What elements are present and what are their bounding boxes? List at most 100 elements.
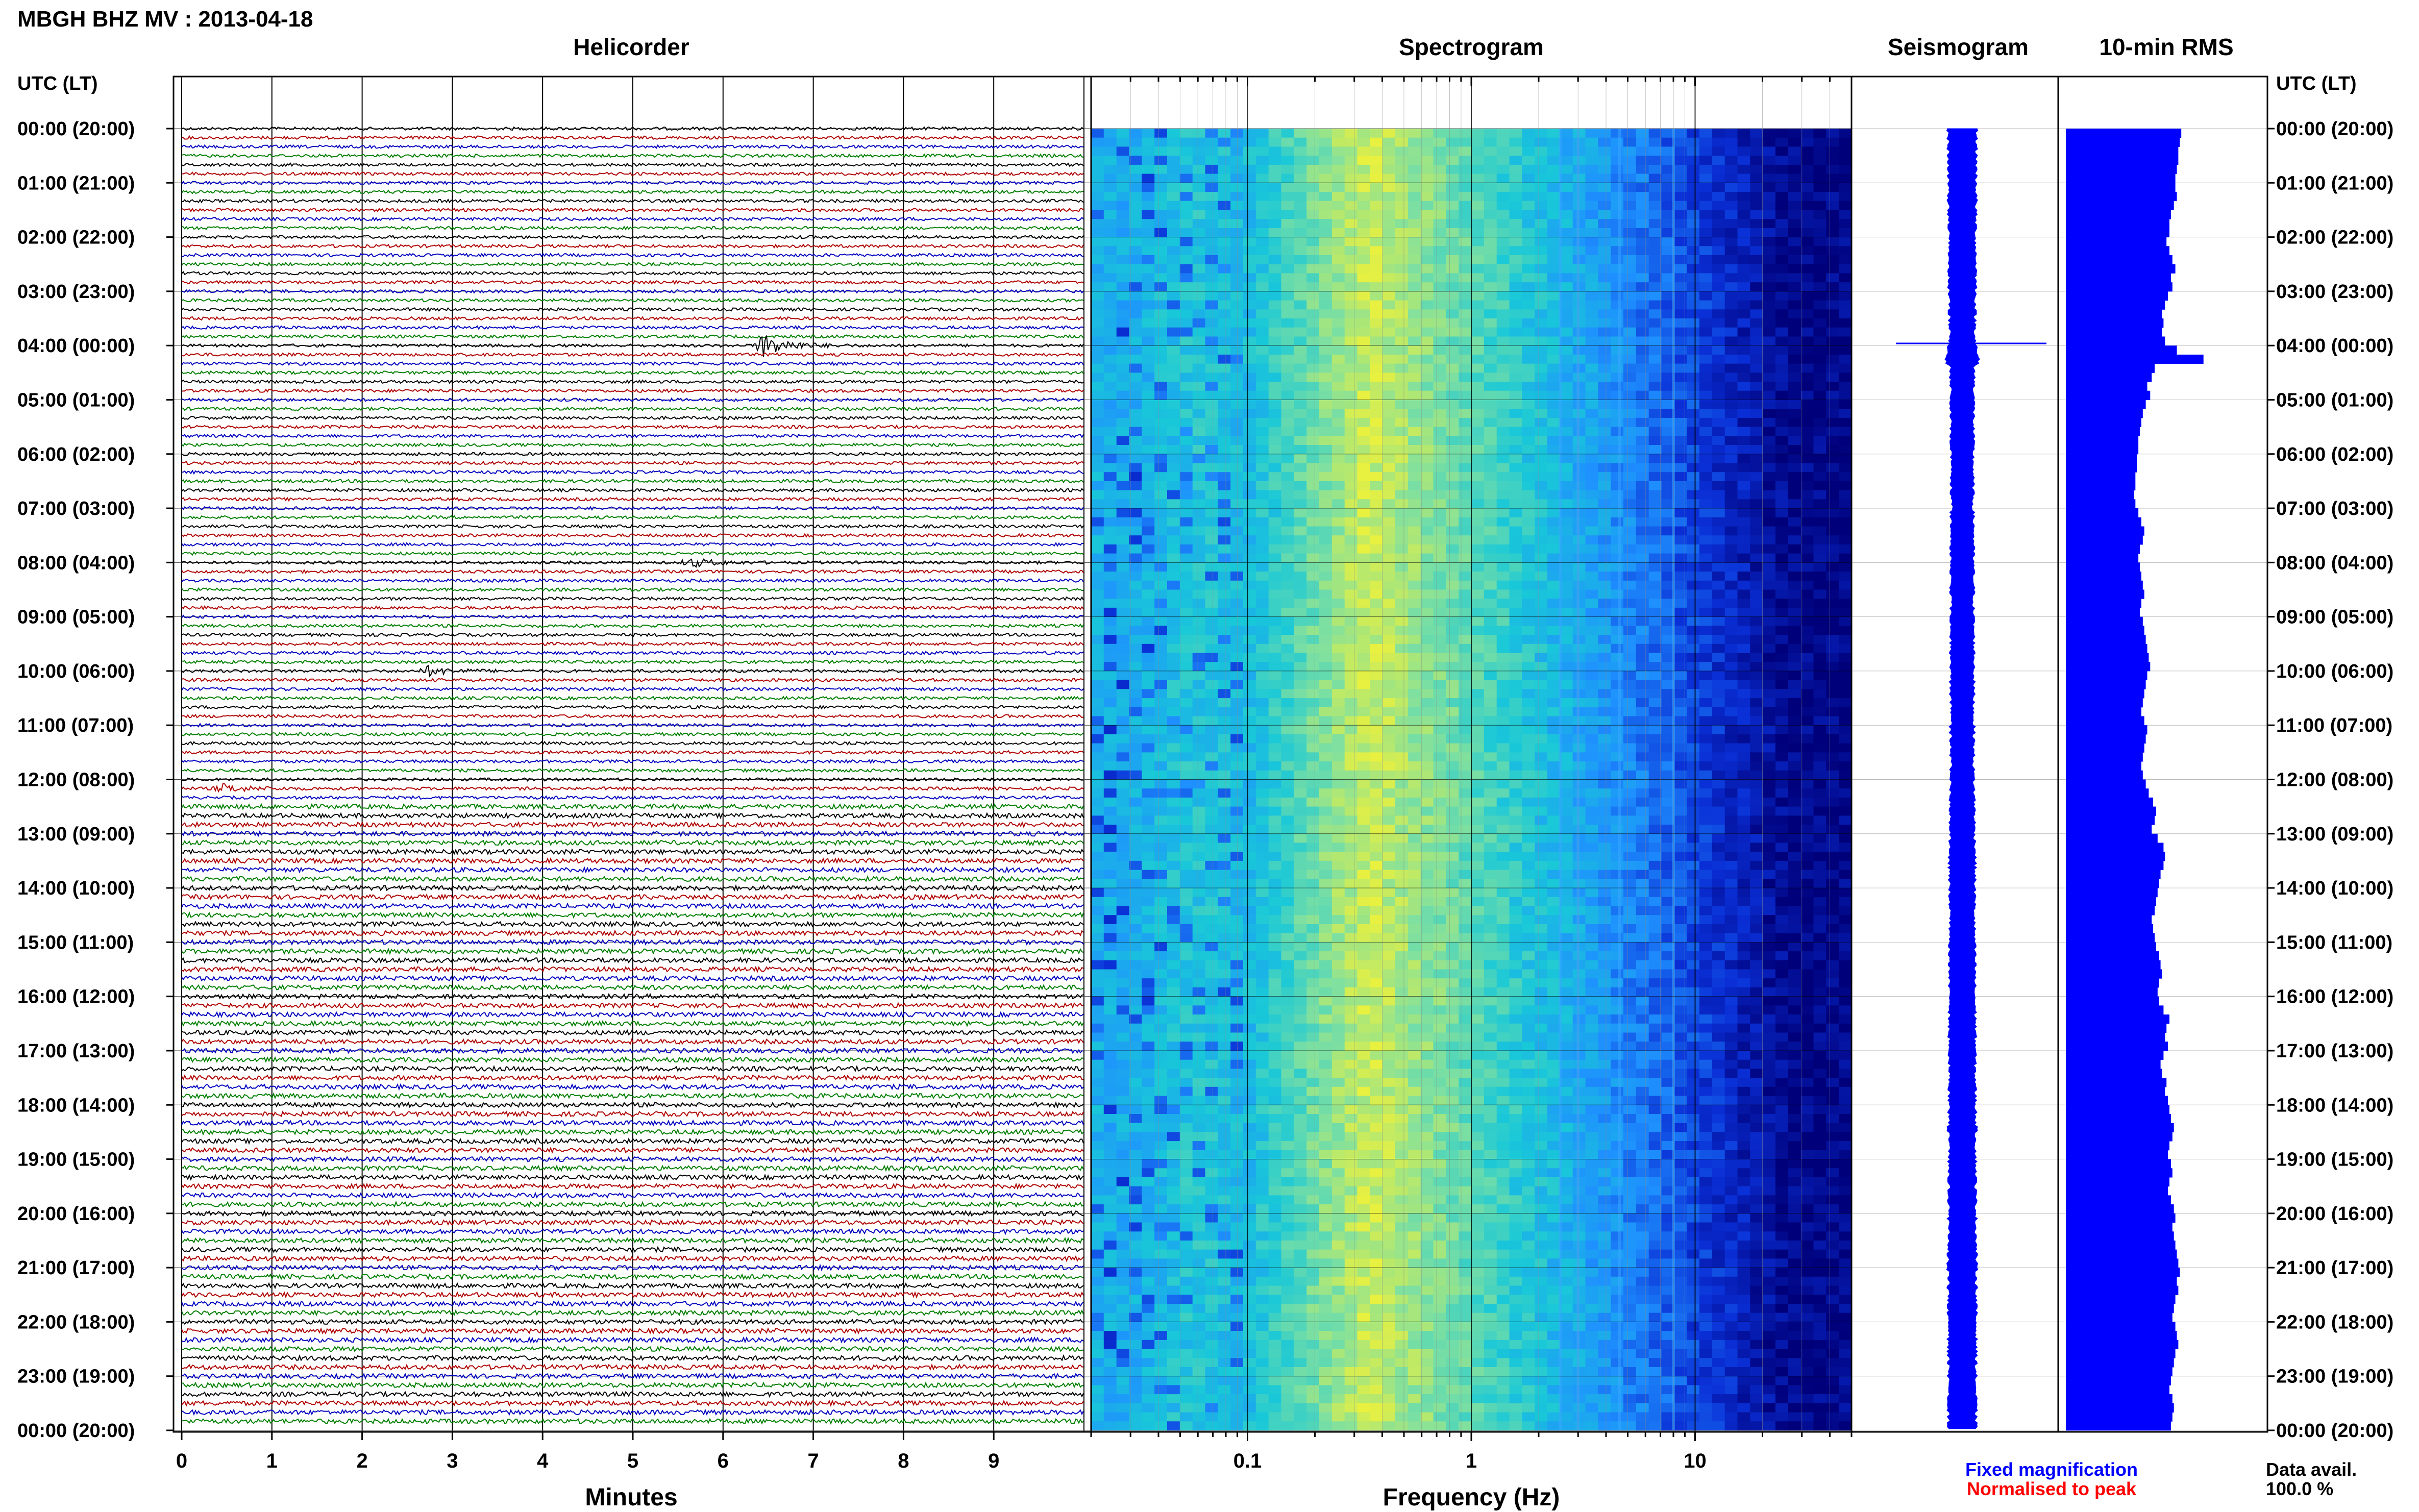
spectrogram-cell bbox=[1243, 499, 1256, 509]
spectrogram-cell bbox=[1129, 607, 1142, 617]
spectrogram-cell bbox=[1268, 228, 1282, 238]
spectrogram-cell bbox=[1255, 192, 1269, 202]
spectrogram-cell bbox=[1459, 616, 1472, 626]
spectrogram-cell bbox=[1331, 345, 1345, 355]
spectrogram-cell bbox=[1192, 643, 1206, 654]
spectrogram-cell bbox=[1129, 626, 1142, 635]
spectrogram-cell bbox=[1408, 1285, 1421, 1295]
spectrogram-cell bbox=[1129, 1340, 1142, 1350]
spectrogram-cell bbox=[1281, 499, 1294, 509]
spectrogram-cell bbox=[1091, 572, 1104, 581]
spectrogram-cell bbox=[1205, 427, 1218, 436]
spectrogram-cell bbox=[1344, 616, 1358, 626]
spectrogram-cell bbox=[1522, 427, 1535, 436]
spectrogram-cell bbox=[1142, 255, 1155, 265]
spectrogram-cell bbox=[1230, 1349, 1244, 1358]
spectrogram-cell bbox=[1205, 860, 1218, 871]
spectrogram-cell bbox=[1091, 1186, 1104, 1196]
spectrogram-cell bbox=[1294, 526, 1307, 536]
spectrogram-cell bbox=[1142, 860, 1155, 871]
spectrogram-cell bbox=[1509, 481, 1522, 491]
spectrogram-cell bbox=[1116, 1123, 1130, 1132]
spectrogram-cell bbox=[1255, 897, 1269, 907]
spectrogram-cell bbox=[1218, 1241, 1231, 1250]
spectrogram-cell bbox=[1306, 336, 1320, 346]
spectrogram-cell bbox=[1370, 1421, 1383, 1431]
spectrogram-cell bbox=[1230, 1258, 1244, 1268]
spectrogram-cell bbox=[1129, 960, 1142, 970]
spectrogram-cell bbox=[1091, 417, 1104, 428]
spectrogram-cell bbox=[1218, 1312, 1231, 1322]
spectrogram-cell bbox=[1142, 1078, 1155, 1087]
spectrogram-cell bbox=[1192, 354, 1206, 364]
spectrogram-cell bbox=[1154, 716, 1168, 726]
spectrogram-cell bbox=[1331, 860, 1345, 871]
spectrogram-cell bbox=[1142, 463, 1155, 473]
spectrogram-cell bbox=[1433, 1177, 1446, 1187]
spectrogram-cell bbox=[1433, 183, 1446, 192]
spectrogram-cell bbox=[1154, 1249, 1168, 1259]
spectrogram-cell bbox=[1294, 716, 1307, 726]
spectrogram-cell bbox=[1331, 1268, 1345, 1277]
spectrogram-cell bbox=[1484, 417, 1497, 428]
spectrogram-cell bbox=[1484, 291, 1497, 301]
spectrogram-cell bbox=[1357, 1105, 1370, 1114]
spectrogram-cell bbox=[1471, 309, 1485, 319]
spectrogram-cell bbox=[1383, 833, 1396, 844]
spectrogram-cell bbox=[1116, 1358, 1130, 1368]
spectrogram-cell bbox=[1446, 607, 1459, 617]
spectrogram-cell bbox=[1179, 906, 1193, 915]
spectrogram-cell bbox=[1496, 173, 1510, 183]
spectrogram-cell bbox=[1319, 390, 1332, 400]
spectrogram-cell bbox=[1383, 653, 1396, 662]
spectrogram-cell bbox=[1103, 237, 1117, 246]
spectrogram-cell bbox=[1116, 1403, 1130, 1413]
spectrogram-cell bbox=[1395, 1367, 1409, 1377]
spectrogram-cell bbox=[1103, 1195, 1117, 1205]
spectrogram-cell bbox=[1344, 797, 1358, 807]
spectrogram-cell bbox=[1142, 490, 1155, 500]
spectrogram-cell bbox=[1522, 770, 1535, 780]
spectrogram-cell bbox=[1383, 788, 1396, 798]
spectrogram-cell bbox=[1331, 146, 1345, 156]
spectrogram-cell bbox=[1255, 264, 1269, 274]
spectrogram-cell bbox=[1484, 1349, 1497, 1358]
spectrogram-cell bbox=[1433, 779, 1446, 789]
spectrogram-cell bbox=[1459, 1005, 1472, 1015]
spectrogram-cell bbox=[1471, 1195, 1485, 1205]
spectrogram-cell bbox=[1230, 309, 1244, 319]
spectrogram-cell bbox=[1509, 1123, 1522, 1132]
spectrogram-cell bbox=[1344, 201, 1358, 210]
spectrogram-cell bbox=[1433, 1032, 1446, 1042]
spectrogram-cell bbox=[1154, 1421, 1168, 1431]
spectrogram-cell bbox=[1192, 345, 1206, 355]
spectrogram-cell bbox=[1205, 454, 1218, 464]
spectrogram-cell bbox=[1459, 806, 1472, 816]
spectrogram-cell bbox=[1103, 833, 1117, 844]
spectrogram-cell bbox=[1383, 815, 1396, 825]
spectrogram-cell bbox=[1319, 146, 1332, 156]
spectrogram-cell bbox=[1395, 1231, 1409, 1241]
spectrogram-cell bbox=[1383, 129, 1396, 138]
spectrogram-cell bbox=[1218, 508, 1231, 518]
spectrogram-cell bbox=[1294, 1412, 1307, 1422]
spectrogram-cell bbox=[1522, 336, 1535, 346]
spectrogram-cell bbox=[1357, 390, 1370, 400]
spectrogram-cell bbox=[1522, 806, 1535, 816]
spectrogram-cell bbox=[1268, 1394, 1282, 1404]
spectrogram-cell bbox=[1255, 1086, 1269, 1097]
spectrogram-cell bbox=[1395, 246, 1409, 256]
spectrogram-cell bbox=[1179, 1032, 1193, 1042]
spectrogram-cell bbox=[1446, 210, 1459, 219]
spectrogram-cell bbox=[1395, 173, 1409, 183]
spectrogram-cell bbox=[1522, 228, 1535, 238]
spectrogram-cell bbox=[1484, 553, 1497, 563]
spectrogram-cell bbox=[1383, 156, 1396, 165]
spectrogram-cell bbox=[1116, 1177, 1130, 1187]
spectrogram-cell bbox=[1091, 1150, 1104, 1160]
spectrogram-cell bbox=[1433, 390, 1446, 400]
spectrogram-cell bbox=[1408, 382, 1421, 391]
spectrogram-cell bbox=[1205, 960, 1218, 970]
spectrogram-cell bbox=[1218, 1358, 1231, 1368]
spectrogram-cell bbox=[1091, 788, 1104, 798]
